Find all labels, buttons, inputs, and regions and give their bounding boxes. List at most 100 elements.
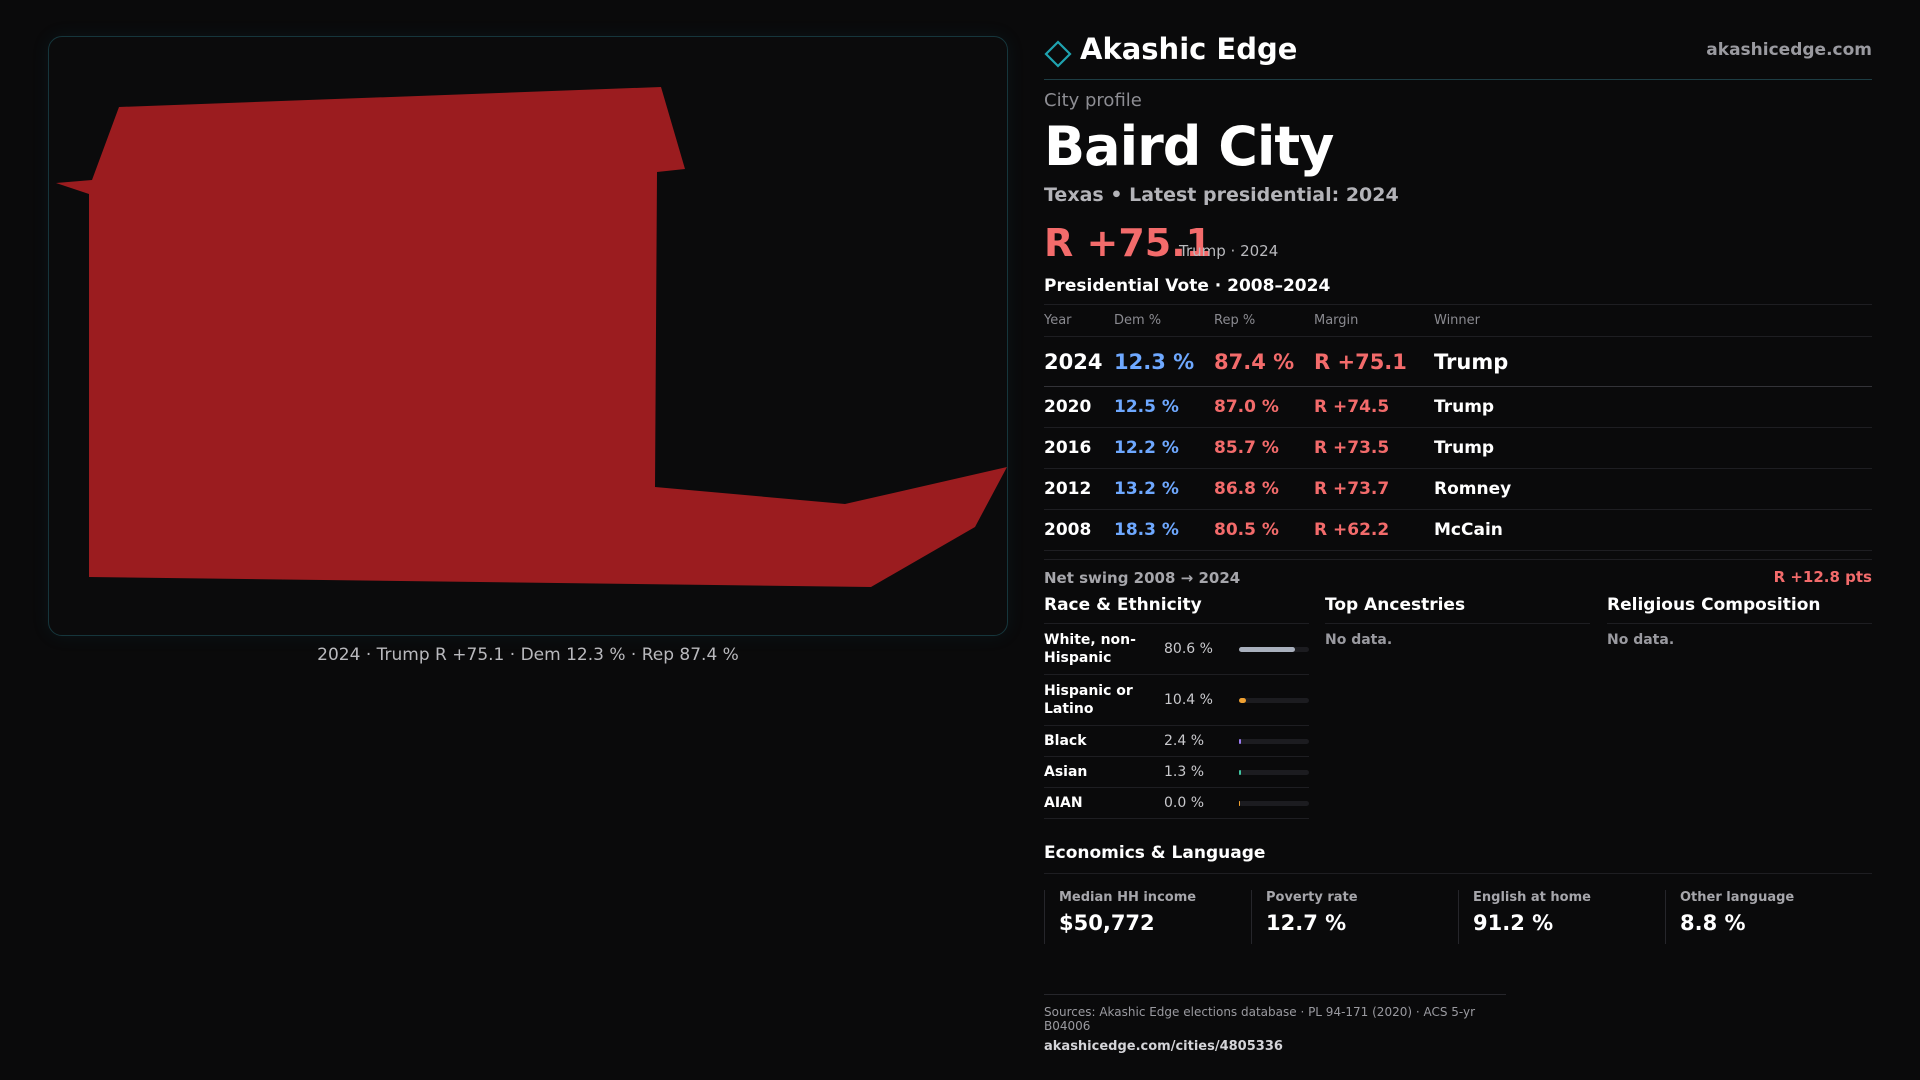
headline-margin: R +75.1 — [1044, 221, 1213, 266]
year-cell: 2012 — [1044, 468, 1114, 511]
rep-cell: 85.7 % — [1214, 427, 1314, 470]
ancestries-column: Top Ancestries No data. — [1325, 595, 1590, 648]
race-value: 1.3 % — [1164, 764, 1205, 781]
column-header-rep: Rep % — [1214, 304, 1314, 338]
table-row: 2020 12.5 % 87.0 % R +74.5 Trump — [1044, 386, 1872, 429]
rep-cell: 86.8 % — [1214, 468, 1314, 511]
winner-cell: Trump — [1434, 427, 1872, 470]
religion-empty: No data. — [1607, 632, 1675, 649]
race-bar-fill — [1239, 697, 1247, 703]
sources-footer: Sources: Akashic Edge elections database… — [1044, 994, 1506, 1054]
headline-note: Trump · 2024 — [1179, 242, 1279, 261]
map-caption: 2024 · Trump R +75.1 · Dem 12.3 % · Rep … — [317, 645, 739, 665]
race-ethnicity-column: Race & Ethnicity White, non-Hispanic 80.… — [1044, 595, 1309, 820]
race-value: 80.6 % — [1164, 641, 1213, 658]
column-header-winner: Winner — [1434, 304, 1872, 338]
net-swing-row: Net swing 2008 → 2024 R +12.8 pts — [1044, 559, 1872, 589]
city-boundary-shape[interactable] — [56, 87, 1007, 587]
margin-cell: R +74.5 — [1314, 386, 1434, 429]
race-value: 0.0 % — [1164, 795, 1205, 812]
dem-cell: 12.2 % — [1114, 427, 1214, 470]
race-bar-track — [1239, 738, 1309, 744]
map-panel[interactable] — [48, 36, 1008, 636]
race-row: White, non-Hispanic 80.6 % — [1044, 624, 1309, 676]
economics-stats: Median HH income $50,772 Poverty rate 12… — [1044, 890, 1872, 945]
dem-cell: 18.3 % — [1114, 509, 1214, 552]
winner-cell: Trump — [1434, 386, 1872, 429]
margin-cell: R +73.5 — [1314, 427, 1434, 470]
race-value: 2.4 % — [1164, 733, 1205, 750]
winner-cell: Trump — [1434, 336, 1872, 388]
rep-cell: 87.4 % — [1214, 336, 1314, 388]
race-bar-track — [1239, 646, 1309, 652]
sources-text: Sources: Akashic Edge elections database… — [1044, 1005, 1476, 1033]
margin-cell: R +73.7 — [1314, 468, 1434, 511]
diamond-outline-icon — [1044, 40, 1072, 68]
race-row: Black 2.4 % — [1044, 726, 1309, 758]
stat-value: 8.8 % — [1680, 911, 1746, 936]
race-row: Hispanic or Latino 10.4 % — [1044, 675, 1309, 727]
winner-cell: McCain — [1434, 509, 1872, 552]
race-label: Black — [1044, 733, 1087, 750]
race-value: 10.4 % — [1164, 692, 1213, 709]
column-header-margin: Margin — [1314, 304, 1434, 338]
race-bar-fill — [1239, 738, 1242, 744]
rep-cell: 80.5 % — [1214, 509, 1314, 552]
brand-header: Akashic Edge akashicedge.com — [1044, 28, 1872, 80]
race-bar-track — [1239, 769, 1309, 775]
stat-label: English at home — [1473, 890, 1591, 906]
stat-value: 12.7 % — [1266, 911, 1347, 936]
table-row: 2024 12.3 % 87.4 % R +75.1 Trump — [1044, 336, 1872, 388]
profile-subline: Texas • Latest presidential: 2024 — [1044, 184, 1399, 207]
column-header-dem: Dem % — [1114, 304, 1214, 338]
column-header-year: Year — [1044, 304, 1114, 338]
race-row: AIAN 0.0 % — [1044, 788, 1309, 820]
dem-cell: 12.3 % — [1114, 336, 1214, 388]
votes-section-title: Presidential Vote · 2008–2024 — [1044, 276, 1331, 297]
stat-median-income: Median HH income $50,772 — [1044, 890, 1251, 945]
stat-english-at-home: English at home 91.2 % — [1458, 890, 1665, 945]
stat-other-language: Other language 8.8 % — [1665, 890, 1872, 945]
brand-url[interactable]: akashicedge.com — [1706, 40, 1872, 60]
rep-cell: 87.0 % — [1214, 386, 1314, 429]
dem-cell: 13.2 % — [1114, 468, 1214, 511]
stat-label: Poverty rate — [1266, 890, 1358, 906]
margin-cell: R +75.1 — [1314, 336, 1434, 388]
margin-cell: R +62.2 — [1314, 509, 1434, 552]
city-boundary-map[interactable] — [49, 37, 1008, 636]
race-bar-track — [1239, 800, 1309, 806]
net-swing-label: Net swing 2008 → 2024 — [1044, 569, 1241, 588]
table-row: 2008 18.3 % 80.5 % R +62.2 McCain — [1044, 509, 1872, 552]
stat-value: $50,772 — [1059, 911, 1155, 936]
table-header-row: Year Dem % Rep % Margin Winner — [1044, 304, 1872, 338]
race-bar-fill — [1239, 800, 1241, 806]
profile-panel: Akashic Edge akashicedge.com City profil… — [1044, 28, 1872, 945]
race-row: Asian 1.3 % — [1044, 757, 1309, 789]
winner-cell: Romney — [1434, 468, 1872, 511]
sources-link[interactable]: akashicedge.com/cities/4805336 — [1044, 1039, 1283, 1054]
race-bar-track — [1239, 697, 1309, 703]
table-row: 2016 12.2 % 85.7 % R +73.5 Trump — [1044, 427, 1872, 470]
page-title: Baird City — [1044, 115, 1334, 178]
race-ethnicity-title: Race & Ethnicity — [1044, 595, 1309, 625]
year-cell: 2008 — [1044, 509, 1114, 552]
stat-label: Other language — [1680, 890, 1795, 906]
race-label: Hispanic or Latino — [1044, 683, 1133, 718]
brand-name: Akashic Edge — [1080, 32, 1298, 66]
stat-poverty-rate: Poverty rate 12.7 % — [1251, 890, 1458, 945]
ancestries-empty: No data. — [1325, 632, 1393, 649]
race-label: White, non-Hispanic — [1044, 632, 1136, 667]
table-row: 2012 13.2 % 86.8 % R +73.7 Romney — [1044, 468, 1872, 511]
religion-column: Religious Composition No data. — [1607, 595, 1872, 648]
religion-title: Religious Composition — [1607, 595, 1872, 625]
economics-title: Economics & Language — [1044, 843, 1872, 875]
headline-result: R +75.1 Trump · 2024 — [1044, 220, 1872, 266]
race-bar-fill — [1239, 769, 1242, 775]
dem-cell: 12.5 % — [1114, 386, 1214, 429]
race-bar-fill — [1239, 646, 1296, 652]
year-cell: 2016 — [1044, 427, 1114, 470]
profile-kicker: City profile — [1044, 90, 1142, 111]
race-label: Asian — [1044, 764, 1088, 781]
race-label: AIAN — [1044, 795, 1083, 812]
demographics-section: Race & Ethnicity White, non-Hispanic 80.… — [1044, 595, 1872, 835]
